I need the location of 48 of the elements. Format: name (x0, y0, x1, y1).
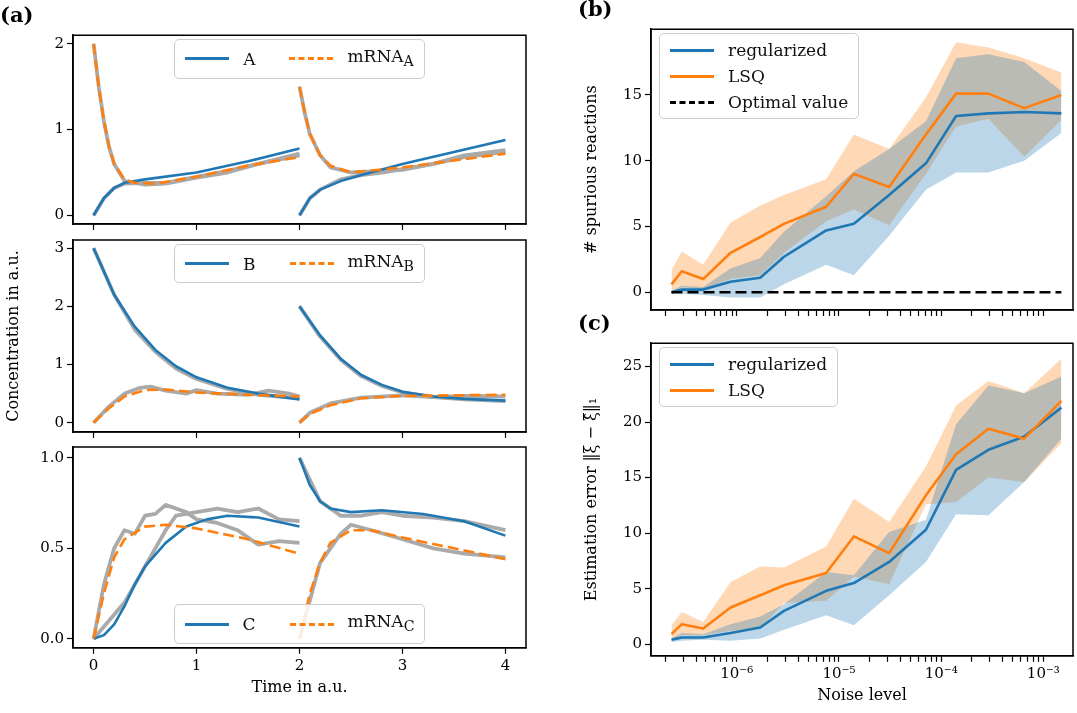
x-axis-title: Noise level (817, 684, 907, 704)
y-axis-title: # spurious reactions (580, 85, 600, 254)
y-tick-label: 3 (54, 238, 64, 257)
chart-title: (a) (0, 2, 34, 28)
y-tick-label: 2 (54, 33, 64, 52)
x-axis-title: Time in a.u. (251, 676, 348, 696)
y-tick-label: 0 (54, 205, 64, 224)
legend-label: Optimal value (728, 91, 849, 115)
legend-label: mRNA$_{B}$ (347, 250, 414, 277)
y-axis-title: Estimation error ‖ξ − ξ̂‖₁ (580, 397, 600, 602)
y-tick-label: 0 (632, 634, 642, 653)
legend-label: LSQ (728, 379, 765, 403)
y-tick-label: 0.0 (40, 628, 64, 647)
legend-label: B (243, 252, 256, 276)
y-tick-label: 15 (622, 84, 642, 103)
x-tick-label: 10⁻⁶ (720, 663, 754, 682)
legend-label: A (243, 47, 256, 71)
y-tick-label: 10 (622, 150, 642, 169)
y-tick-label: 15 (622, 467, 642, 486)
y-tick-label: 25 (622, 356, 642, 375)
x-tick-label: 10⁻³ (1026, 663, 1060, 682)
chart-title: (b) (578, 0, 613, 22)
x-tick-label: 3 (397, 655, 408, 674)
chart-title: (c) (578, 310, 611, 336)
x-tick-label: 10⁻⁴ (924, 663, 958, 682)
y-tick-label: 0 (632, 282, 642, 301)
y-tick-label: 0 (54, 412, 64, 431)
y-axis-title: Concentration in a.u. (2, 250, 22, 422)
y-tick-label: 1 (54, 119, 64, 138)
y-tick-label: 1 (54, 354, 64, 373)
legend-label: regularized (728, 39, 828, 63)
y-tick-label: 20 (622, 411, 642, 430)
x-tick-label: 4 (500, 655, 511, 674)
legend-label: mRNA$_{A}$ (347, 45, 414, 72)
x-tick-label: 1 (191, 655, 202, 674)
x-tick-label: 0 (88, 655, 99, 674)
legend-label: mRNA$_{C}$ (347, 610, 415, 637)
y-tick-label: 5 (632, 578, 642, 597)
y-tick-label: 2 (54, 296, 64, 315)
x-tick-label: 2 (294, 655, 305, 674)
x-tick-label: 10⁻⁵ (822, 663, 856, 682)
legend-label: LSQ (728, 65, 765, 89)
y-tick-label: 1.0 (40, 447, 64, 466)
y-tick-label: 5 (632, 216, 642, 235)
y-tick-label: 0.5 (40, 538, 64, 557)
y-tick-label: 10 (622, 522, 642, 541)
legend-label: C (242, 613, 256, 637)
legend-label: regularized (728, 353, 828, 377)
